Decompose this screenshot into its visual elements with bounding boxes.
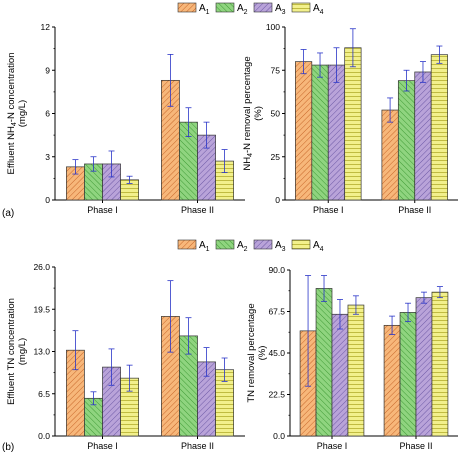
bar-a2 — [311, 64, 329, 201]
bar-a2 — [399, 312, 417, 437]
legend-label-a3: A3 — [275, 240, 286, 253]
y-tick-label: 45.0 — [268, 348, 285, 358]
bar-a1 — [381, 109, 399, 201]
chart-tn-removal-percentage: 0.0 22.5 45.0 67.5 90.0 TN removal percentage… — [246, 265, 458, 451]
legend-swatch-a4 — [291, 239, 311, 250]
y-axis-label: (mg/L) — [17, 338, 28, 365]
legend-swatch-a2 — [215, 239, 235, 250]
legend-label-a4: A4 — [313, 240, 324, 253]
y-axis-label: TN removal percentage — [246, 303, 257, 402]
y-tick-label: 9 — [45, 65, 50, 75]
y-axis-label: Effluent TN concentration — [6, 298, 17, 405]
bar-a2 — [315, 288, 333, 437]
y-tick-label: 67.5 — [268, 307, 285, 317]
y-axis-label: (%) — [257, 346, 268, 361]
legend-panel-a: A1 A2 A3 A4 — [177, 2, 324, 16]
chart-nh4-removal-percentage: 0 25 50 75 100 NH4-N removal percentage (%) Pha… — [242, 22, 458, 215]
legend-swatch-a1 — [177, 239, 197, 250]
legend-swatch-a1 — [177, 2, 197, 13]
chart-effluent-nh4-concentration: 0 3 6 9 12 Effluent NH4-N concentration (mg/L)… — [6, 22, 245, 215]
legend-label-a1: A1 — [199, 240, 210, 253]
bar-a4 — [347, 304, 365, 437]
y-tick-label: 0 — [275, 195, 280, 205]
x-tick-label: Phase II — [181, 205, 214, 215]
legend-swatch-a3 — [253, 239, 273, 250]
y-tick-label: 90.0 — [268, 265, 285, 275]
y-axis-label: (mg/L) — [17, 100, 28, 127]
bar-a3 — [414, 71, 432, 201]
y-tick-label: 13.0 — [33, 347, 50, 357]
x-tick-label: Phase I — [87, 205, 118, 215]
y-tick-label: 25 — [271, 152, 281, 162]
x-tick-label: Phase I — [87, 441, 118, 451]
y-tick-label: 19.5 — [33, 304, 50, 314]
legend-panel-b: A1 A2 A3 A4 — [177, 239, 324, 253]
y-axis-label: NH4-N removal percentage — [242, 56, 254, 170]
bar-a4 — [430, 54, 448, 201]
bar-a1 — [383, 324, 401, 437]
y-tick-label: 75 — [271, 65, 281, 75]
x-tick-label: Phase II — [398, 205, 431, 215]
y-tick-label: 22.5 — [268, 390, 285, 400]
legend-label-a2: A2 — [237, 240, 248, 253]
y-tick-label: 100 — [266, 22, 280, 32]
y-tick-label: 0 — [45, 195, 50, 205]
chart-effluent-tn-concentration: 0.0 6.5 13.0 19.5 26.0 Effluent TN concentrat… — [6, 262, 245, 451]
bar-a2 — [397, 80, 416, 201]
y-axis-label: (%) — [253, 106, 264, 121]
bar-a1 — [295, 61, 313, 201]
legend-swatch-a4 — [291, 2, 311, 13]
y-tick-label: 12 — [41, 22, 51, 32]
legend-label-a1: A1 — [199, 3, 210, 16]
x-tick-label: Phase II — [399, 441, 432, 451]
x-tick-label: Phase II — [181, 441, 214, 451]
y-tick-label: 6 — [45, 109, 50, 119]
legend-swatch-a3 — [253, 2, 273, 13]
bar-a4 — [344, 47, 362, 201]
y-tick-label: 0.0 — [273, 431, 285, 441]
legend-label-a3: A3 — [275, 3, 286, 16]
y-tick-label: 3 — [45, 152, 50, 162]
bar-a4 — [431, 291, 449, 437]
panel-label-b: (b) — [2, 442, 14, 453]
bar-a3 — [331, 313, 349, 437]
panel-label-a: (a) — [2, 208, 14, 219]
x-tick-label: Phase I — [313, 205, 344, 215]
legend-label-a2: A2 — [237, 3, 248, 16]
y-tick-label: 26.0 — [33, 262, 50, 272]
y-axis-label: Effluent NH4-N concentration — [6, 52, 18, 174]
y-tick-label: 0.0 — [38, 431, 50, 441]
x-tick-label: Phase I — [317, 441, 348, 451]
y-tick-label: 50 — [271, 109, 281, 119]
bar-a3 — [415, 297, 433, 437]
bar-a3 — [327, 64, 346, 201]
legend-label-a4: A4 — [313, 3, 324, 16]
y-tick-label: 6.5 — [38, 389, 50, 399]
legend-swatch-a2 — [215, 2, 235, 13]
